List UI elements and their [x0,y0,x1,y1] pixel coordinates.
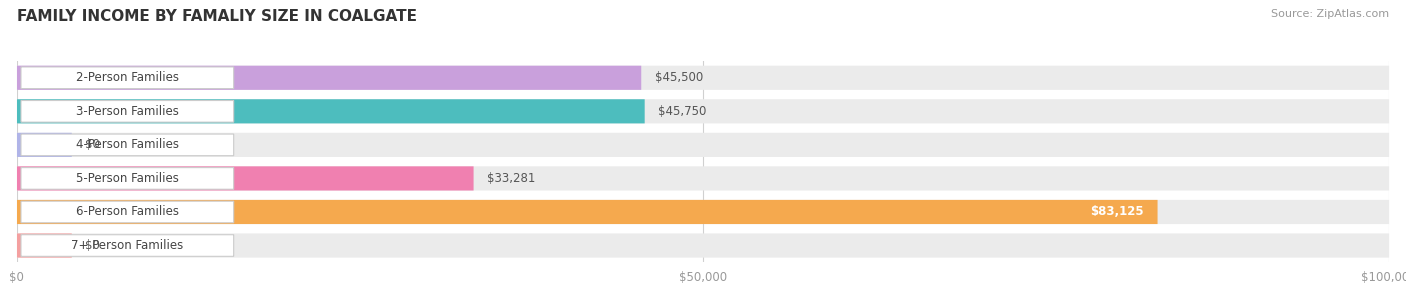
FancyBboxPatch shape [17,99,1389,124]
Text: $0: $0 [86,239,100,252]
FancyBboxPatch shape [17,200,1389,224]
FancyBboxPatch shape [17,133,1389,157]
FancyBboxPatch shape [21,101,233,122]
FancyBboxPatch shape [17,66,1389,90]
Text: Source: ZipAtlas.com: Source: ZipAtlas.com [1271,9,1389,19]
FancyBboxPatch shape [21,67,233,88]
Text: 2-Person Families: 2-Person Families [76,71,179,84]
Text: $33,281: $33,281 [488,172,536,185]
FancyBboxPatch shape [21,201,233,223]
FancyBboxPatch shape [17,133,72,157]
Text: 4-Person Families: 4-Person Families [76,138,179,151]
Text: FAMILY INCOME BY FAMALIY SIZE IN COALGATE: FAMILY INCOME BY FAMALIY SIZE IN COALGAT… [17,9,416,24]
Text: $0: $0 [86,138,100,151]
FancyBboxPatch shape [17,99,645,124]
FancyBboxPatch shape [21,235,233,256]
Text: $83,125: $83,125 [1090,206,1144,218]
FancyBboxPatch shape [17,166,1389,191]
Text: $45,500: $45,500 [655,71,703,84]
FancyBboxPatch shape [17,200,1157,224]
Text: 6-Person Families: 6-Person Families [76,206,179,218]
Text: 5-Person Families: 5-Person Families [76,172,179,185]
FancyBboxPatch shape [21,168,233,189]
Text: 7+ Person Families: 7+ Person Families [72,239,183,252]
FancyBboxPatch shape [17,233,1389,258]
Text: 3-Person Families: 3-Person Families [76,105,179,118]
FancyBboxPatch shape [17,66,641,90]
FancyBboxPatch shape [17,233,72,258]
FancyBboxPatch shape [17,166,474,191]
FancyBboxPatch shape [21,134,233,156]
Text: $45,750: $45,750 [658,105,707,118]
